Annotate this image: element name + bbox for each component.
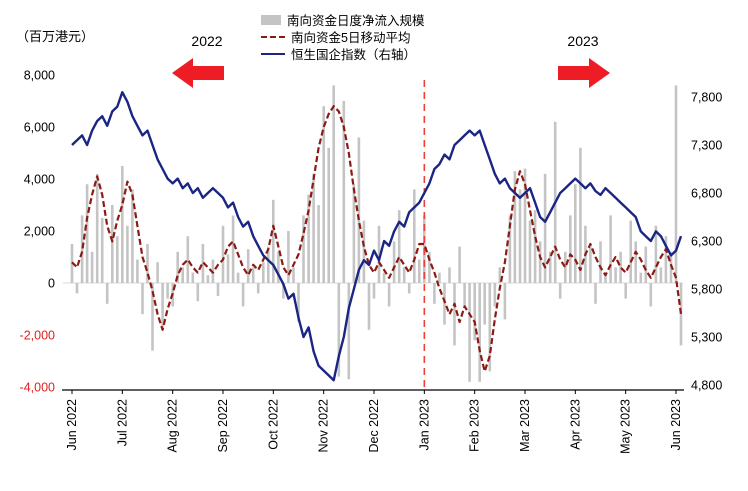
- x-tick-label: May 2023: [619, 399, 633, 454]
- daily-flow-bars: [70, 85, 683, 382]
- ma5-line: [71, 105, 683, 373]
- right-axis-tick-label: 7,300: [691, 139, 722, 153]
- left-axis-title: （百万港元）: [16, 29, 95, 44]
- legend-label-ma5: 南向资金5日移动平均: [291, 31, 411, 45]
- x-tick-label: Jun 2022: [65, 399, 79, 450]
- x-tick-label: Aug 2022: [166, 399, 180, 453]
- right-axis-tick-label: 6,300: [691, 235, 722, 249]
- right-axis-tick-label: 6,800: [691, 187, 722, 201]
- left-axis-tick-label: 8,000: [24, 69, 55, 83]
- right-axis-tick-label: 5,300: [691, 331, 722, 345]
- x-tick-label: Jan 2023: [417, 399, 431, 450]
- x-tick-label: Mar 2023: [518, 399, 532, 452]
- year-label-2023: 2023: [567, 33, 599, 49]
- legend-item-index: 恒生国企指数（右轴）: [261, 46, 425, 62]
- year-label-2022: 2022: [191, 33, 223, 49]
- left-axis-tick-label: 4,000: [24, 173, 55, 187]
- legend-label-daily-flow: 南向资金日度净流入规模: [287, 14, 425, 28]
- x-tick-label: Apr 2023: [568, 399, 582, 450]
- left-axis-tick-label: -2,000: [20, 329, 55, 343]
- left-axis-tick-label: 0: [48, 277, 55, 291]
- legend: 南向资金日度净流入规模 南向资金5日移动平均 恒生国企指数（右轴）: [261, 12, 425, 62]
- legend-item-ma5: 南向资金5日移动平均: [261, 29, 425, 45]
- x-tick-label: Oct 2022: [266, 399, 280, 450]
- hscei-line: [71, 90, 683, 382]
- right-arrow-icon: [558, 58, 610, 88]
- x-tick-label: Dec 2022: [367, 399, 381, 453]
- x-tick-label: Feb 2023: [468, 399, 482, 452]
- x-tick-label: Sep 2022: [216, 399, 230, 453]
- left-axis-tick-label: -4,000: [20, 381, 55, 395]
- right-axis-tick-label: 7,800: [691, 91, 722, 105]
- right-axis-tick-label: 4,800: [691, 379, 722, 393]
- x-tick-label: Nov 2022: [317, 399, 331, 453]
- legend-item-daily-flow: 南向资金日度净流入规模: [261, 12, 425, 28]
- bar-swatch-icon: [261, 14, 281, 25]
- x-tick-label: Jun 2023: [669, 399, 683, 450]
- right-axis-tick-label: 5,800: [691, 283, 722, 297]
- legend-label-index: 恒生国企指数（右轴）: [291, 48, 417, 62]
- dashed-line-swatch-icon: [261, 35, 285, 38]
- left-axis-tick-label: 2,000: [24, 225, 55, 239]
- left-axis-tick-label: 6,000: [24, 121, 55, 135]
- solid-line-swatch-icon: [261, 52, 285, 55]
- x-tick-label: Jul 2022: [115, 399, 129, 446]
- left-arrow-icon: [172, 58, 224, 88]
